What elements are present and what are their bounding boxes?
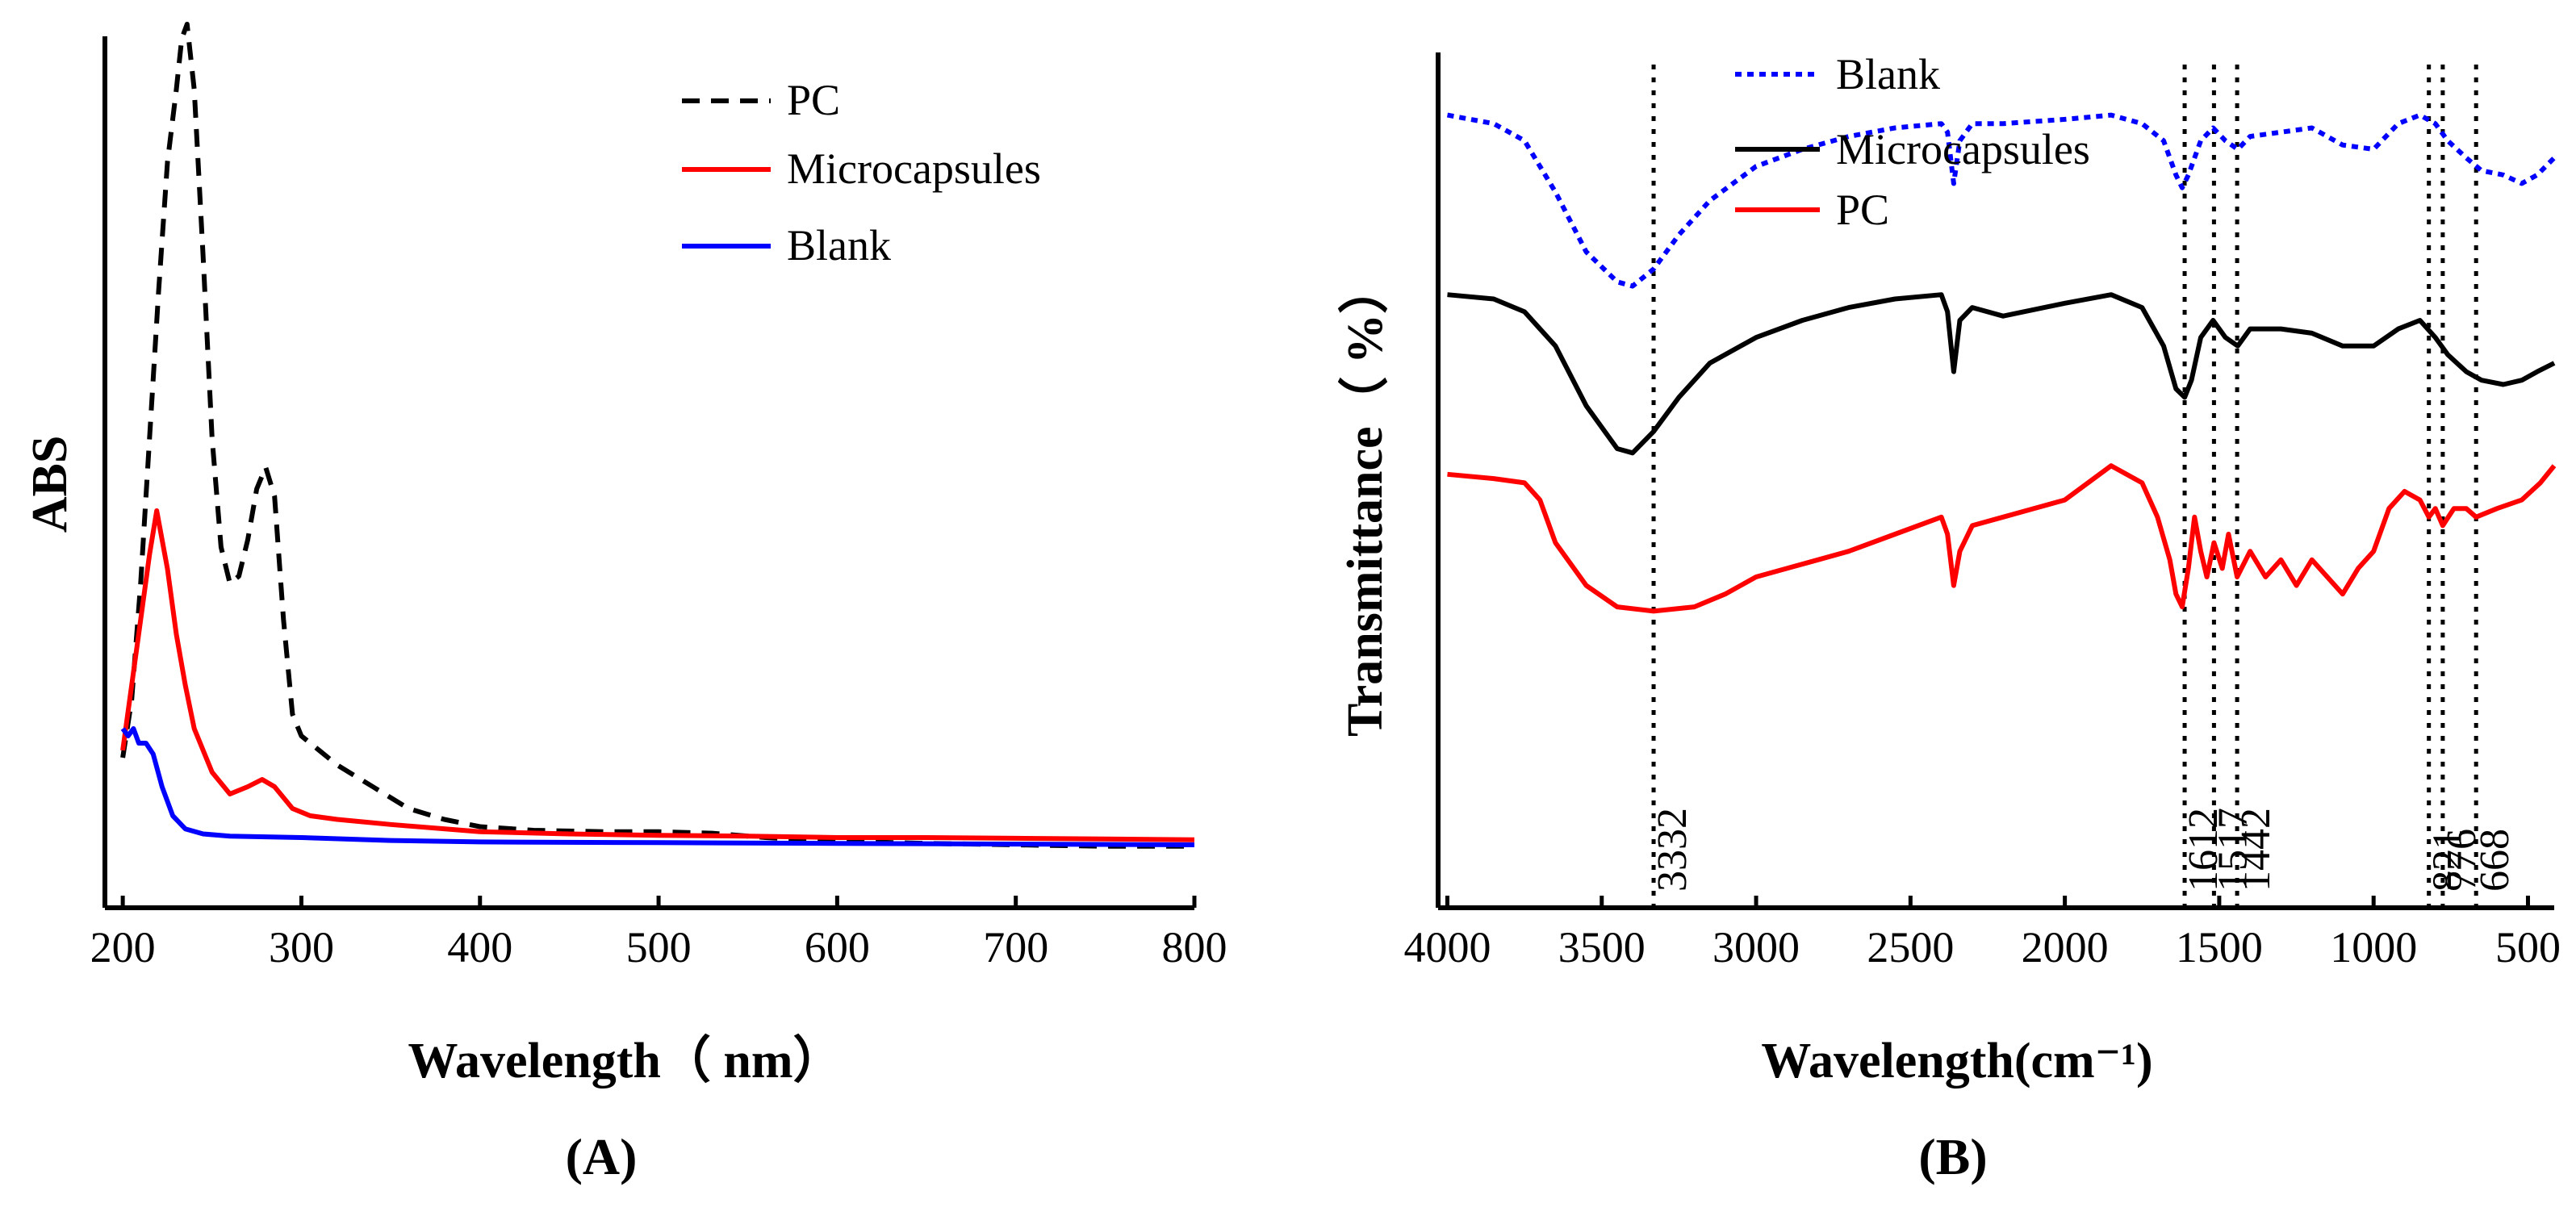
panel-a-label: (A) — [566, 1128, 638, 1185]
panel-a-series-microcapsules — [120, 508, 1195, 842]
panel-b-x-tick-label-2000: 2000 — [2022, 923, 2109, 972]
panel-a-x-tick-label-800: 800 — [1162, 923, 1227, 972]
panel-a-legend-label-blank: Blank — [787, 221, 891, 270]
panel-b-reference-label-1612: 1612 — [2181, 808, 2227, 892]
panel-b-series — [1446, 112, 2557, 614]
panel-a-x-tick-label-500: 500 — [626, 923, 692, 972]
panel-b-reference-label-1442: 1442 — [2233, 808, 2279, 892]
panel-b-x-axis-label: Wavelength(cm⁻¹) — [1761, 1034, 2152, 1089]
panel-a-legend-label-microcapsules: Microcapsules — [787, 144, 1041, 193]
panel-b-x-ticks: 4000 3500 3000 2500 2000 1500 1000 500 — [1403, 896, 2561, 972]
panel-a-x-ticks: 200 300 400 500 600 700 800 — [90, 896, 1227, 972]
panel-b-legend-label-microcapsules: Microcapsules — [1836, 125, 2090, 173]
panel-b-x-tick-label-3500: 3500 — [1558, 923, 1646, 972]
panel-b-reference-label-3332: 3332 — [1650, 808, 1696, 892]
panel-a-x-tick-label-400: 400 — [447, 923, 512, 972]
panel-b-x-tick-label-3000: 3000 — [1712, 923, 1800, 972]
panel-b-reference-label-668: 668 — [2472, 829, 2518, 892]
panel-a-x-tick-label-200: 200 — [90, 923, 156, 972]
panel-a-series — [120, 22, 1195, 849]
panel-a-series-blank — [120, 726, 1195, 847]
panel-a: 200 300 400 500 600 700 800 PC Microcapsules B… — [23, 22, 1227, 1185]
panel-a-x-tick-label-300: 300 — [269, 923, 334, 972]
panel-b-reference-label-1517: 1517 — [2210, 808, 2256, 892]
panel-a-x-axis-label: Wavelength（ nm） — [408, 1032, 843, 1089]
panel-b-x-tick-label-4000: 4000 — [1403, 923, 1491, 972]
panel-b-series-pc — [1447, 463, 2557, 614]
panel-b-legend-label-blank: Blank — [1836, 50, 1940, 98]
panel-b-x-tick-label-500: 500 — [2495, 923, 2561, 972]
panel-b-y-axis-label: Transmittance（ %） — [1336, 264, 1393, 737]
panel-a-x-tick-label-700: 700 — [983, 923, 1048, 972]
panel-b-reference-label-821: 821 — [2425, 829, 2471, 892]
panel-b-x-tick-label-1000: 1000 — [2330, 923, 2417, 972]
panel-b-legend-label-pc: PC — [1836, 186, 1889, 234]
panel-b-x-tick-label-1500: 1500 — [2176, 923, 2263, 972]
panel-b-series-blank — [1446, 112, 2557, 289]
panel-b-label: (B) — [1918, 1128, 1987, 1185]
panel-a-y-axis-label: ABS — [23, 436, 77, 533]
panel-a-legend: PC Microcapsules Blank — [682, 76, 1041, 270]
panel-b: 4000 3500 3000 2500 2000 1500 1000 500 3332 1612… — [1336, 50, 2561, 1185]
panel-a-legend-label-pc: PC — [787, 76, 840, 124]
panel-b-series-microcapsules — [1447, 292, 2556, 456]
panel-b-legend: Blank Microcapsules PC — [1735, 50, 2090, 234]
panel-a-x-tick-label-600: 600 — [805, 923, 870, 972]
panel-b-x-tick-label-2500: 2500 — [1867, 923, 1954, 972]
panel-a-series-pc — [120, 22, 1194, 849]
